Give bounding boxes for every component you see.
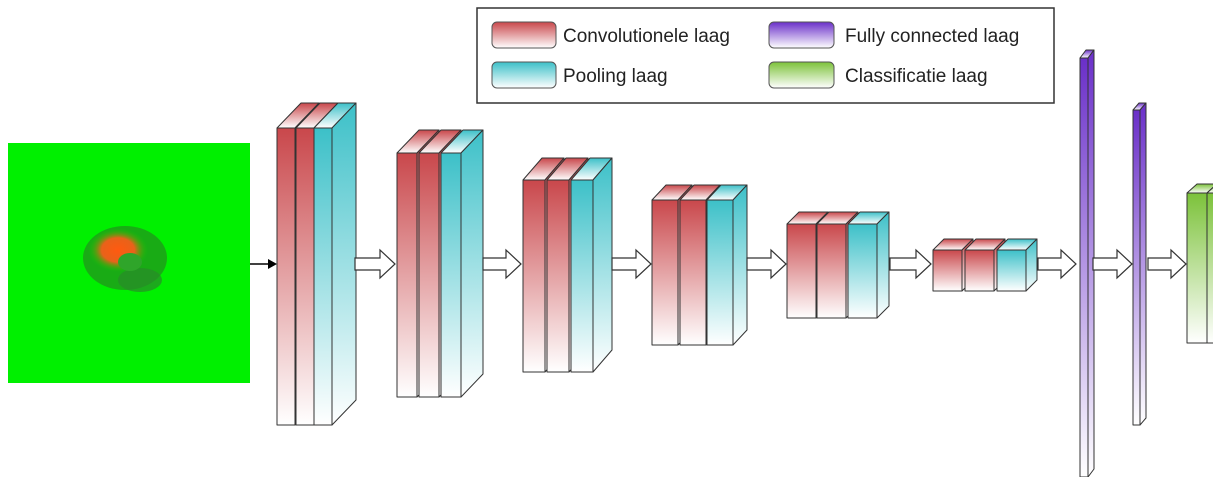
slab-front [419, 153, 439, 397]
flow-arrow [355, 250, 395, 278]
layer-slab [1080, 50, 1094, 477]
flow-arrow [1093, 250, 1132, 278]
layer-slab [1207, 184, 1213, 343]
slab-front [314, 128, 332, 425]
legend-swatch [769, 22, 834, 48]
layer-slab [1133, 103, 1146, 425]
flow-arrow [612, 250, 651, 278]
legend-swatch [492, 62, 556, 88]
slab-front [1207, 193, 1213, 343]
slab-front [817, 224, 846, 318]
slab-side [733, 185, 747, 345]
slab-side [877, 212, 889, 318]
slab-front [707, 200, 733, 345]
legend-label: Pooling laag [563, 66, 668, 87]
legend-label: Convolutionele laag [563, 26, 730, 47]
slab-front [296, 128, 314, 425]
slab-front [1133, 110, 1140, 425]
slab-front [441, 153, 461, 397]
slab-front [997, 250, 1026, 291]
slab-front [547, 180, 569, 372]
layer-slab [848, 212, 889, 318]
layer-slab [997, 239, 1037, 291]
layer-slab [571, 158, 612, 372]
flow-arrow [890, 250, 931, 278]
input-arrow [250, 259, 277, 269]
layer-slab [314, 103, 356, 425]
slab-front [277, 128, 295, 425]
slab-front [571, 180, 593, 372]
slab-front [933, 250, 962, 291]
flow-arrow [747, 250, 786, 278]
slab-side [461, 130, 483, 397]
cnn-diagram: Convolutionele laag Pooling laag Fully c… [0, 0, 1213, 477]
slab-front [848, 224, 877, 318]
flow-arrow [483, 250, 521, 278]
legend: Convolutionele laag Pooling laag Fully c… [477, 8, 1054, 103]
slab-front [523, 180, 545, 372]
slab-front [652, 200, 678, 345]
slab-side [1140, 103, 1146, 425]
slab-front [787, 224, 816, 318]
slab-side [332, 103, 356, 425]
flow-arrow [1038, 250, 1076, 278]
flow-arrow [1148, 250, 1186, 278]
slab-front [397, 153, 417, 397]
legend-label: Fully connected laag [845, 26, 1019, 47]
layer-slab [707, 185, 747, 345]
input-image [8, 143, 250, 383]
layer-slab [441, 130, 483, 397]
legend-swatch [492, 22, 556, 48]
slab-front [680, 200, 706, 345]
legend-label: Classificatie laag [845, 66, 988, 87]
legend-swatch [769, 62, 834, 88]
slab-side [593, 158, 612, 372]
slab-front [965, 250, 994, 291]
slab-front [1187, 193, 1207, 343]
slab-front [1080, 58, 1088, 477]
